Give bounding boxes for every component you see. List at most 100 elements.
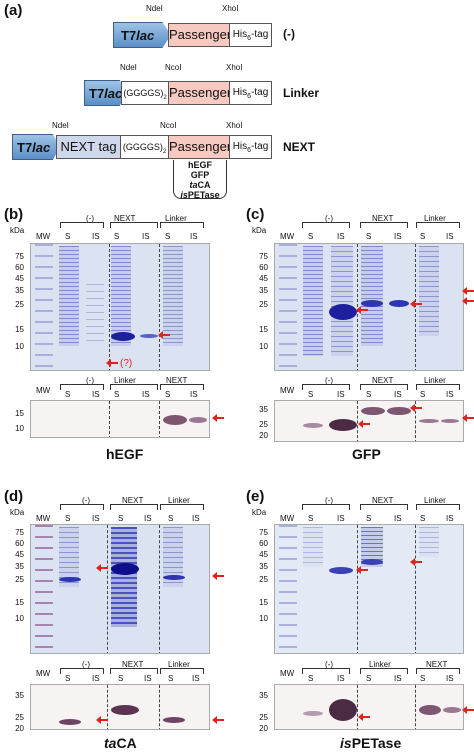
lane-is: IS: [394, 514, 402, 523]
group-label: NEXT: [372, 496, 394, 505]
group-label: NEXT: [122, 660, 144, 669]
lane-s: S: [308, 390, 314, 399]
lane: [419, 246, 439, 336]
mw-lane: [35, 244, 53, 370]
panel-d-letter: (d): [4, 488, 24, 505]
group-label: (-): [325, 214, 333, 223]
band: [443, 707, 461, 713]
xhoi-site: XhoI: [222, 4, 239, 13]
group-bracket: [416, 668, 460, 674]
his-tag-box: His6-tag: [229, 135, 272, 159]
xhoi-site: XhoI: [226, 121, 243, 130]
linker-box: (GGGGS)2: [120, 135, 169, 159]
group-label: Linker: [424, 496, 446, 505]
group-label: NEXT: [372, 214, 394, 223]
lane-divider: [159, 685, 160, 729]
lane-divider: [109, 244, 110, 370]
ndei-site: NdeI: [52, 121, 69, 130]
lane-s: S: [65, 514, 71, 523]
group-bracket: [110, 668, 158, 674]
marker-label: 35: [259, 286, 268, 295]
mw-label: MW: [280, 232, 295, 241]
lane: [419, 527, 439, 557]
lane-is: IS: [144, 514, 152, 523]
passenger-box: Passenger: [168, 81, 231, 105]
band: [361, 300, 383, 307]
band: [387, 407, 411, 415]
group-bracket: [160, 384, 204, 390]
marker-label: 10: [15, 342, 24, 351]
marker-label: 15: [15, 409, 24, 418]
red-arrow: [212, 572, 224, 580]
group-label: (-): [86, 376, 94, 385]
lane-is: IS: [446, 514, 454, 523]
western-blot: [30, 400, 210, 438]
marker-label: 25: [259, 575, 268, 584]
lane-s: S: [168, 674, 174, 683]
lane-divider: [159, 401, 160, 437]
group-label: Linker: [369, 660, 391, 669]
red-arrow: [106, 359, 118, 367]
marker-label: 25: [259, 713, 268, 722]
mw-label: MW: [280, 669, 295, 678]
lane: [111, 246, 131, 346]
lane-s: S: [118, 514, 124, 523]
lane-s: S: [165, 390, 171, 399]
red-arrow: [212, 414, 224, 422]
marker-label: 35: [15, 691, 24, 700]
marker-label: 25: [15, 300, 24, 309]
red-arrow: [462, 414, 474, 422]
lane-divider: [415, 685, 416, 729]
lane-is: IS: [337, 514, 345, 523]
marker-label: 60: [15, 263, 24, 272]
group-bracket: [416, 504, 460, 510]
band: [111, 332, 135, 341]
kda-label: kDa: [10, 226, 25, 235]
group-bracket: [416, 222, 460, 228]
mw-lane: [279, 244, 297, 370]
marker-label: 25: [259, 420, 268, 429]
marker-label: 60: [259, 539, 268, 548]
marker-label: 25: [259, 300, 268, 309]
sds-page-gel: [274, 243, 464, 371]
linker-box: (GGGGS)2: [121, 81, 169, 105]
t7lac-promoter: T7lac: [84, 80, 126, 106]
protein-name: taCA: [104, 735, 137, 751]
marker-label: 15: [15, 598, 24, 607]
band: [441, 419, 459, 423]
mw-label: MW: [36, 514, 51, 523]
lane-is: IS: [337, 232, 345, 241]
lane: [163, 246, 183, 346]
lane: [163, 527, 183, 587]
lane-s: S: [114, 232, 120, 241]
lane-is: IS: [446, 232, 454, 241]
marker-label: 60: [15, 539, 24, 548]
red-arrow: [212, 716, 224, 724]
red-arrow: [356, 566, 368, 574]
group-bracket: [60, 504, 104, 510]
group-label: Linker: [424, 214, 446, 223]
lane-is: IS: [92, 514, 100, 523]
marker-label: 75: [259, 528, 268, 537]
marker-label: 35: [259, 405, 268, 414]
lane-divider: [357, 525, 358, 653]
lane-is: IS: [92, 232, 100, 241]
lane-divider: [415, 525, 416, 653]
lane: [303, 527, 323, 567]
marker-label: 25: [15, 575, 24, 584]
marker-label: 75: [15, 528, 24, 537]
group-label: (-): [325, 496, 333, 505]
lane: [59, 527, 79, 587]
lane-is: IS: [142, 232, 150, 241]
group-bracket: [360, 504, 408, 510]
ncoi-site: NcoI: [160, 121, 177, 130]
ndei-site: NdeI: [120, 63, 137, 72]
lane-divider: [107, 525, 108, 653]
passenger-box: Passenger: [168, 23, 231, 47]
marker-label: 20: [259, 724, 268, 733]
marker-label: 15: [15, 325, 24, 334]
red-arrow: [410, 404, 422, 412]
mw-label: MW: [36, 386, 51, 395]
marker-label: 10: [15, 614, 24, 623]
lane-divider: [415, 244, 416, 370]
